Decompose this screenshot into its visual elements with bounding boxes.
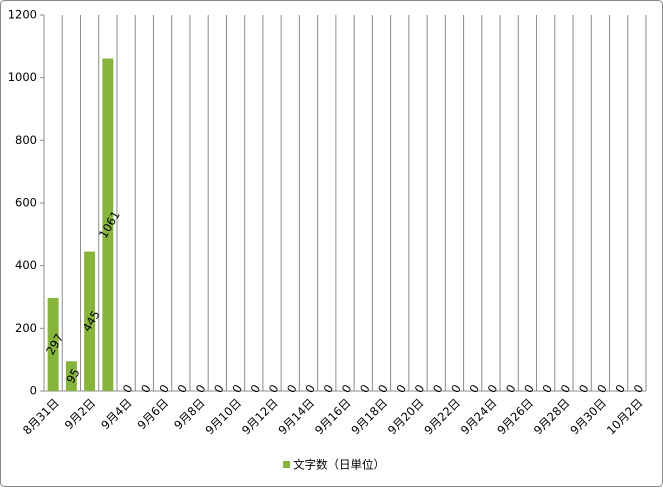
- y-tick-label: 800: [15, 133, 37, 147]
- y-tick-label: 0: [30, 384, 37, 398]
- bar: [47, 297, 59, 391]
- data-label: 95: [63, 366, 82, 386]
- legend-swatch: [283, 461, 290, 468]
- y-tick-label: 600: [15, 196, 37, 210]
- y-tick-label: 1000: [8, 70, 37, 84]
- bar: [84, 251, 96, 391]
- bar: [65, 361, 77, 391]
- bar: [102, 58, 114, 391]
- y-tick-label: 200: [15, 321, 37, 335]
- legend-label: 文字数（日単位）: [293, 458, 385, 472]
- y-tick-label: 1200: [8, 8, 37, 22]
- y-tick-label: 400: [15, 258, 37, 272]
